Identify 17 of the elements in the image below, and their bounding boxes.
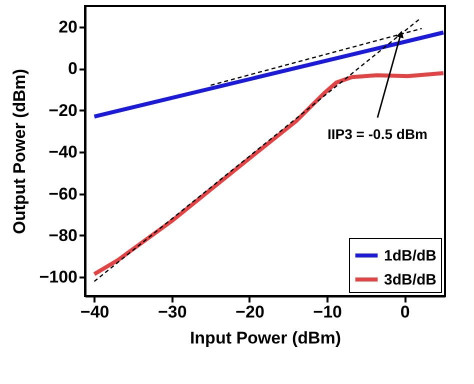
x-tick-label: −30 — [158, 302, 187, 322]
y-tick-label: 0 — [68, 59, 78, 78]
x-axis-title: Input Power (dBm) — [190, 328, 342, 348]
y-tick-label: −60 — [48, 184, 78, 204]
y-axis-title: Output Power (dBm) — [10, 68, 30, 234]
annotation: IIP3 = -0.5 dBm — [328, 126, 428, 142]
x-tick-label: −20 — [236, 302, 264, 322]
x-tick-label: 0 — [400, 302, 410, 322]
y-tick-label: 20 — [58, 17, 78, 36]
legend-label: 1dB/dB — [384, 248, 437, 264]
y-tick-label: −40 — [48, 142, 78, 162]
y-tick-label: −80 — [48, 226, 78, 245]
x-tick-label: −40 — [80, 302, 110, 322]
legend-label: 3dB/dB — [384, 272, 437, 288]
y-tick-label: −20 — [48, 100, 78, 120]
y-tick-label: −100 — [39, 268, 78, 287]
x-tick-label: −10 — [313, 302, 342, 322]
